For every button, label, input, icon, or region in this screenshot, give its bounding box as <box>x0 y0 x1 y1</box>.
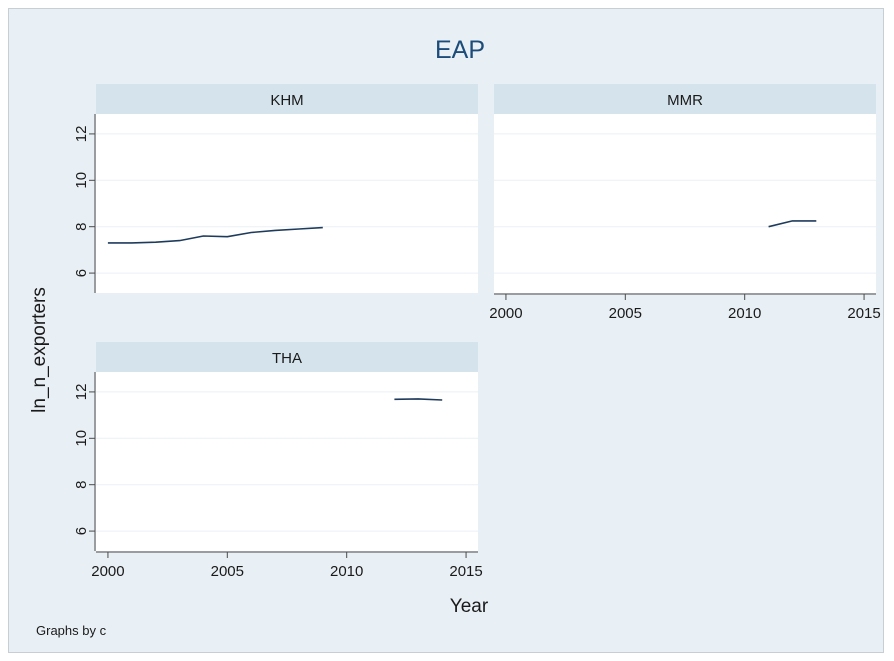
panel-khm: KHM 6 8 10 12 <box>73 84 478 293</box>
strip-label-mmr: MMR <box>667 92 703 109</box>
x-tick-label-2000: 2000 <box>489 305 522 322</box>
plot-area-mmr <box>494 114 876 293</box>
chart-title: EAP <box>435 36 485 64</box>
x-tick-label-2005: 2005 <box>211 563 244 580</box>
series-line-tha <box>394 398 443 401</box>
y-tick-label-10: 10 <box>73 172 90 189</box>
plot-area-tha <box>96 372 478 551</box>
panels: KHM 6 8 10 12 MMR 2000 2005 2010 2015 THA 6 8 10 12 200… <box>73 84 881 580</box>
panel-tha: THA 6 8 10 12 2000 2005 2010 2015 <box>73 342 483 580</box>
x-tick-label-2015: 2015 <box>847 305 880 322</box>
strip-label-tha: THA <box>272 350 302 367</box>
series-line-mmr <box>768 220 817 228</box>
y-tick-label-12: 12 <box>73 126 90 143</box>
y-tick-label-6: 6 <box>73 269 90 277</box>
y-axis-title: ln_n_exporters <box>29 287 50 413</box>
y-tick-label-8: 8 <box>73 481 90 489</box>
x-tick-label-2010: 2010 <box>728 305 761 322</box>
series-line-khm <box>107 226 323 244</box>
strip-label-khm: KHM <box>270 92 303 109</box>
strip-mmr <box>494 84 876 114</box>
x-tick-label-2005: 2005 <box>609 305 642 322</box>
graphs-by-note: Graphs by c <box>36 623 107 638</box>
y-tick-label-8: 8 <box>73 223 90 231</box>
panel-mmr: MMR 2000 2005 2010 2015 <box>489 84 881 322</box>
y-tick-label-12: 12 <box>73 384 90 401</box>
strip-khm <box>96 84 478 114</box>
y-tick-label-6: 6 <box>73 527 90 535</box>
x-tick-label-2000: 2000 <box>91 563 124 580</box>
x-tick-label-2015: 2015 <box>449 563 482 580</box>
plot-area-khm <box>96 114 478 293</box>
x-axis-title: Year <box>450 596 489 617</box>
y-tick-label-10: 10 <box>73 430 90 447</box>
x-tick-label-2010: 2010 <box>330 563 363 580</box>
strip-tha <box>96 342 478 372</box>
